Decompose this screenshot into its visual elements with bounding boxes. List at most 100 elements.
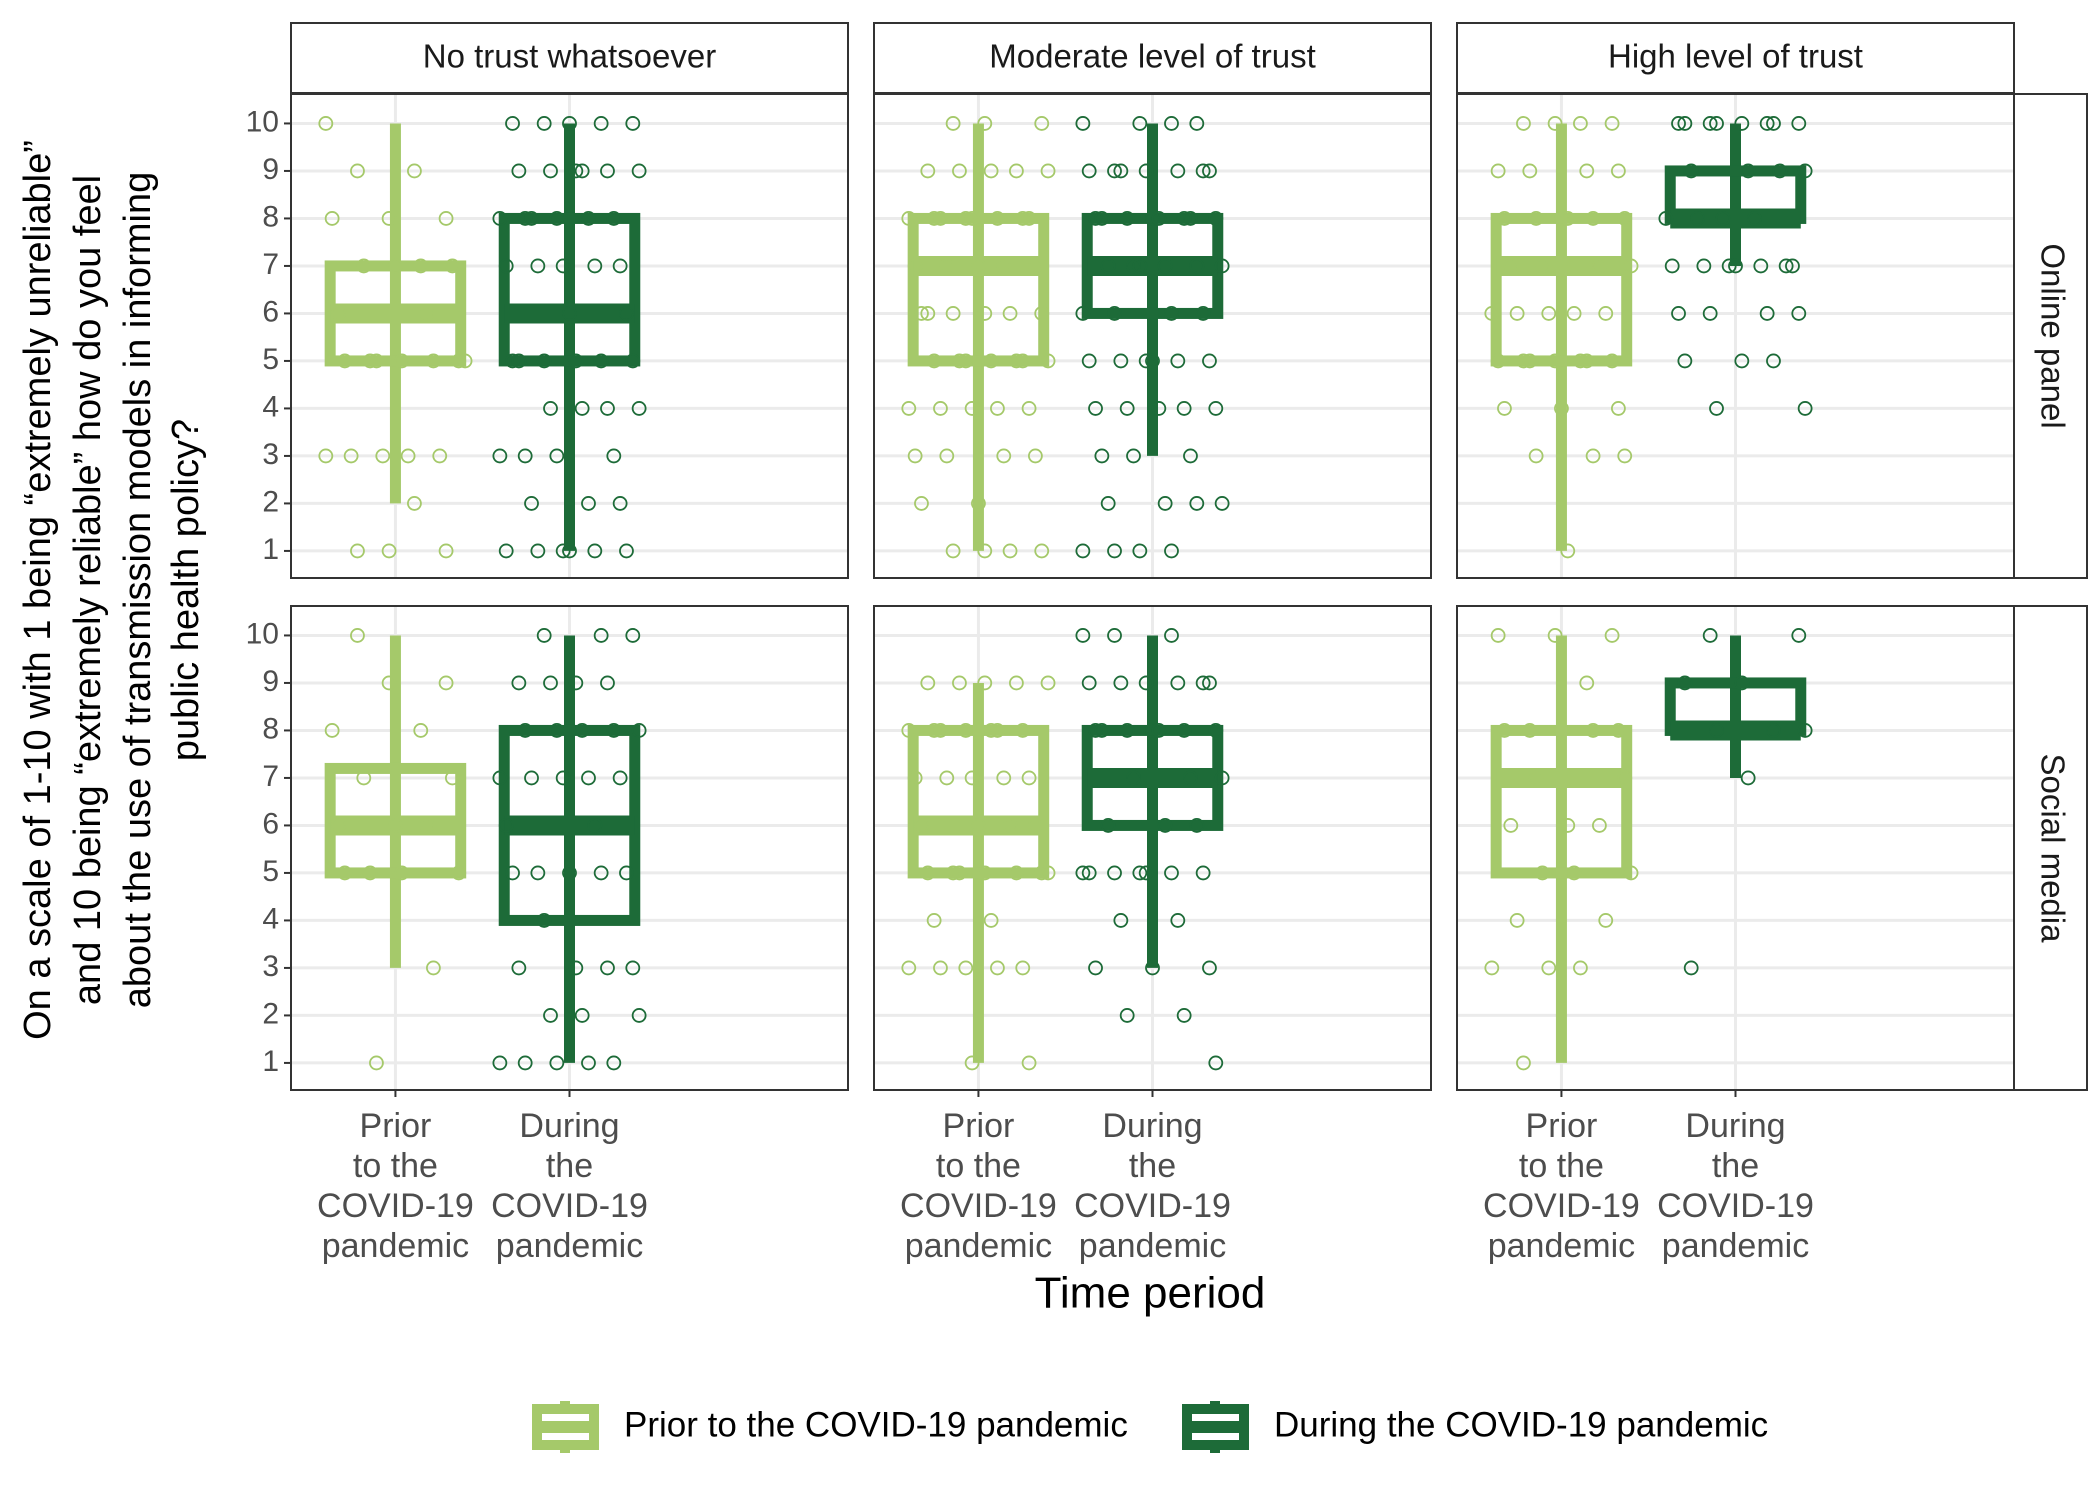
data-point <box>568 163 584 179</box>
data-point <box>524 496 539 511</box>
data-point <box>1604 116 1620 131</box>
data-point <box>1151 211 1167 226</box>
data-point <box>1021 1055 1037 1071</box>
data-point <box>1753 258 1769 274</box>
y-tick-label: 7 <box>262 248 279 281</box>
data-point <box>407 496 422 511</box>
data-point <box>600 675 615 691</box>
x-tick-label: COVID-19 <box>1483 1187 1640 1225</box>
data-point <box>1040 675 1056 691</box>
x-tick-label: COVID-19 <box>900 1187 1057 1225</box>
data-point <box>971 258 986 274</box>
data-point <box>1183 770 1198 786</box>
data-point <box>517 211 533 226</box>
data-point <box>1696 258 1712 274</box>
data-point <box>901 211 917 226</box>
column-strip <box>1456 22 2015 94</box>
data-point <box>1107 865 1122 881</box>
data-point <box>1081 865 1097 881</box>
data-point <box>1791 116 1807 131</box>
x-tick-label: COVID-19 <box>1657 1187 1814 1225</box>
data-point <box>1709 401 1724 416</box>
data-point <box>901 723 917 738</box>
data-point <box>958 353 974 369</box>
data-point <box>536 913 552 928</box>
data-point <box>1573 960 1588 976</box>
data-point <box>625 353 641 369</box>
data-point <box>964 211 980 226</box>
data-point <box>600 163 615 179</box>
data-point <box>933 723 948 738</box>
data-point <box>933 960 948 976</box>
data-point <box>1138 865 1154 881</box>
data-point <box>1088 211 1103 226</box>
data-point <box>926 211 942 226</box>
data-point <box>1490 163 1506 179</box>
data-point <box>612 770 628 786</box>
data-point <box>517 448 533 464</box>
x-tick-label: to the <box>1519 1147 1604 1185</box>
y-axis-title: On a scale of 1-10 with 1 being “extreme… <box>17 140 59 1040</box>
x-tick-label: pandemic <box>1662 1227 1809 1265</box>
data-point <box>1611 163 1626 179</box>
data-point <box>1214 496 1230 511</box>
data-point <box>1690 211 1705 226</box>
data-point <box>1541 960 1557 976</box>
data-point <box>1734 116 1750 131</box>
data-point <box>562 116 577 131</box>
data-point <box>350 543 365 559</box>
data-point <box>1734 675 1750 691</box>
data-point <box>1202 675 1217 691</box>
data-point <box>983 163 999 179</box>
y-tick-label: 3 <box>262 438 279 471</box>
data-point <box>324 723 340 738</box>
data-point <box>511 163 527 179</box>
data-point <box>438 211 454 226</box>
data-point <box>1081 353 1097 369</box>
column-strip-label: No trust whatsoever <box>423 38 716 75</box>
data-point <box>1081 675 1097 691</box>
data-point <box>971 496 986 511</box>
data-point <box>1585 723 1601 738</box>
data-point <box>1709 723 1724 738</box>
y-tick-label: 6 <box>262 807 279 840</box>
data-point <box>505 353 520 369</box>
data-point <box>1075 865 1091 881</box>
data-point <box>1509 913 1525 928</box>
y-tick-label: 4 <box>262 902 279 935</box>
data-point <box>445 258 460 274</box>
box-group <box>1664 628 1813 976</box>
data-point <box>593 353 609 369</box>
data-point <box>1721 258 1737 274</box>
data-point <box>524 211 539 226</box>
data-point <box>1560 211 1576 226</box>
data-point <box>324 211 340 226</box>
data-point <box>952 865 967 881</box>
x-tick-label: pandemic <box>905 1227 1052 1265</box>
data-point <box>1664 258 1680 274</box>
data-point <box>977 306 993 321</box>
data-point <box>1497 401 1512 416</box>
data-point <box>1164 628 1179 643</box>
data-point <box>574 401 590 416</box>
data-point <box>419 818 435 833</box>
data-point <box>511 675 527 691</box>
data-point <box>1214 770 1230 786</box>
data-point <box>1785 258 1800 274</box>
data-point <box>1113 353 1129 369</box>
x-tick-label: to the <box>353 1147 438 1185</box>
y-tick-label: 3 <box>262 950 279 983</box>
data-point <box>1145 353 1160 369</box>
y-tick-label: 7 <box>262 760 279 793</box>
data-point <box>1107 628 1122 643</box>
data-point <box>983 913 999 928</box>
data-point <box>606 723 622 738</box>
data-point <box>964 770 980 786</box>
data-point <box>1126 770 1141 786</box>
data-point <box>530 543 546 559</box>
data-point <box>964 1055 980 1071</box>
y-tick-label: 10 <box>246 617 279 650</box>
y-tick-label: 8 <box>262 712 279 745</box>
data-point <box>549 723 565 738</box>
data-point <box>625 960 641 976</box>
